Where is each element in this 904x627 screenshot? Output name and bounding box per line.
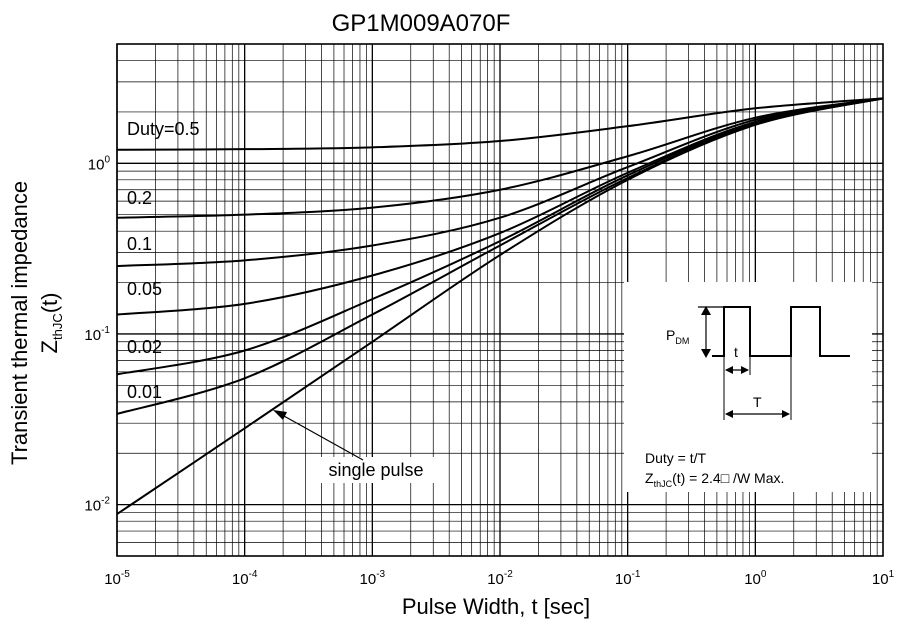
series-curves <box>116 97 884 515</box>
series-line <box>116 97 884 151</box>
y-tick-labels: 100 10-1 10-2 <box>84 154 110 514</box>
label-duty-0-02: 0.02 <box>127 337 162 357</box>
x-tick-label: 100 <box>744 569 767 588</box>
series-line <box>116 97 884 316</box>
x-tick-label: 10-5 <box>104 569 130 588</box>
x-axis-title: Pulse Width, t [sec] <box>402 594 590 619</box>
x-tick-label: 10-3 <box>360 569 386 588</box>
T-label: T <box>753 394 762 410</box>
pdm-arrow-bottom <box>701 349 711 358</box>
pdm-label: PDM <box>666 327 689 346</box>
label-duty-0-2: 0.2 <box>127 188 152 208</box>
t-arrow-right <box>741 366 749 374</box>
single-pulse-arrowhead <box>273 410 287 420</box>
T-arrow-right <box>782 410 790 418</box>
single-pulse-label: single pulse <box>328 460 423 480</box>
x-tick-label: 101 <box>872 569 895 588</box>
x-tick-labels: 10-5 10-4 10-3 10-2 10-1 100 101 <box>104 569 894 588</box>
y-axis-title-line1: Transient thermal impedance <box>7 181 32 465</box>
t-arrow-left <box>725 366 733 374</box>
label-duty-0-5: Duty=0.5 <box>127 119 200 139</box>
single-pulse-label-bg <box>314 457 438 483</box>
x-tick-label: 10-4 <box>232 569 258 588</box>
y-tick-label: 10-2 <box>84 496 110 515</box>
duty-cycle-inset: PDM t T Duty = t/T ZthJC(t) = 2.4□ /W Ma… <box>624 282 872 492</box>
label-duty-0-1: 0.1 <box>127 234 152 254</box>
label-duty-0-01: 0.01 <box>127 382 162 402</box>
pulse-waveform <box>712 306 850 357</box>
curve-labels: Duty=0.5 0.2 0.1 0.05 0.02 0.01 <box>127 119 200 402</box>
duty-formula: Duty = t/T <box>645 450 707 466</box>
series-line <box>116 97 884 268</box>
plot-border <box>116 43 884 557</box>
x-tick-label: 10-2 <box>487 569 513 588</box>
inset-background <box>624 282 872 492</box>
single-pulse-annotation: single pulse <box>273 410 438 483</box>
y-tick-label: 10-1 <box>84 325 110 344</box>
chart-title: GP1M009A070F <box>332 10 511 37</box>
y-tick-label: 100 <box>88 154 111 173</box>
t-label: t <box>734 344 738 360</box>
series-line <box>116 97 884 219</box>
series-line <box>116 97 884 515</box>
label-duty-0-05: 0.05 <box>127 279 162 299</box>
single-pulse-arrow-line <box>274 410 364 461</box>
pdm-arrow-top <box>701 306 711 315</box>
zthjc-max-value: ZthJC(t) = 2.4□ /W Max. <box>645 470 784 489</box>
x-tick-label: 10-1 <box>615 569 641 588</box>
y-axis-title-line2: ZthJC(t) <box>37 293 65 354</box>
T-arrow-left <box>725 410 733 418</box>
